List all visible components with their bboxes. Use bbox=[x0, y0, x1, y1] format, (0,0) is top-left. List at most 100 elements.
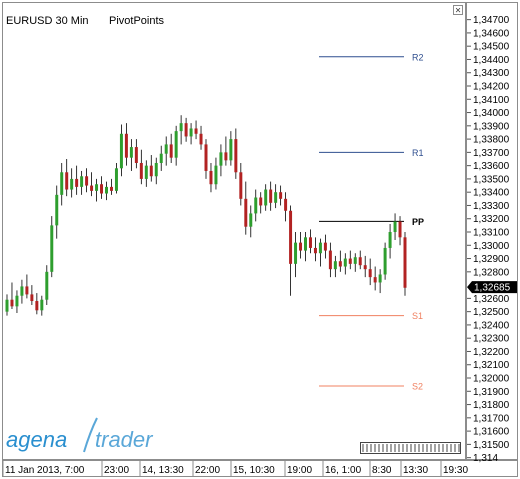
candle bbox=[109, 178, 113, 195]
price-tick-label: 1,33600 bbox=[473, 161, 510, 172]
candle-body bbox=[219, 152, 223, 166]
price-tick-label: 1,32000 bbox=[473, 374, 510, 385]
candle bbox=[304, 232, 307, 262]
candle-body bbox=[199, 133, 203, 145]
candle bbox=[85, 168, 89, 193]
candle-body bbox=[154, 162, 158, 177]
price-tick-label: 1,31800 bbox=[473, 400, 510, 411]
candle bbox=[338, 250, 342, 272]
candle bbox=[25, 274, 29, 299]
candle-body bbox=[10, 299, 14, 307]
candle bbox=[30, 285, 34, 306]
candle-body bbox=[209, 170, 213, 185]
candle bbox=[254, 189, 258, 222]
candle-body bbox=[159, 153, 163, 163]
candle-body bbox=[343, 258, 347, 267]
candle bbox=[393, 213, 397, 240]
candle bbox=[55, 185, 59, 239]
candle-body bbox=[80, 176, 84, 187]
candle bbox=[259, 192, 263, 214]
candle bbox=[65, 159, 69, 197]
candle bbox=[144, 160, 148, 187]
price-tick-label: 1,32900 bbox=[473, 254, 510, 265]
price-axis-frame[interactable] bbox=[466, 2, 518, 460]
candle-body bbox=[189, 128, 193, 137]
candle bbox=[398, 216, 402, 246]
candle-body bbox=[378, 274, 382, 283]
logo-text-trader: trader bbox=[95, 427, 154, 452]
candle bbox=[169, 133, 173, 163]
price-tick-label: 1,33800 bbox=[473, 135, 510, 146]
candle bbox=[219, 144, 223, 177]
candle bbox=[299, 232, 303, 259]
candle-body bbox=[318, 242, 322, 254]
candle-body bbox=[124, 133, 128, 158]
candle bbox=[239, 162, 243, 206]
price-tick-label: 1,32200 bbox=[473, 347, 510, 358]
candle-body bbox=[289, 210, 293, 264]
candlestick-series bbox=[5, 115, 407, 316]
candle bbox=[95, 178, 99, 202]
price-tick-label: 1,33100 bbox=[473, 228, 510, 239]
candle bbox=[244, 181, 248, 235]
price-tick-label: 1,32500 bbox=[473, 307, 510, 318]
price-tick-label: 1,33400 bbox=[473, 188, 510, 199]
candle-body bbox=[323, 242, 327, 251]
candle-body bbox=[333, 261, 337, 270]
candle bbox=[229, 131, 233, 166]
candle bbox=[269, 181, 273, 211]
candle bbox=[279, 185, 283, 206]
price-tick-label: 1,34200 bbox=[473, 82, 510, 93]
candle bbox=[124, 123, 128, 166]
price-tick-label: 1,34500 bbox=[473, 42, 510, 53]
candle bbox=[388, 224, 392, 259]
candle bbox=[20, 279, 24, 304]
time-tick-label: 11 Jan 2013, 7:00 bbox=[5, 465, 85, 476]
candle bbox=[100, 176, 104, 199]
candle bbox=[308, 229, 312, 254]
plot-area-frame bbox=[2, 2, 466, 460]
price-tick-label: 1,33200 bbox=[473, 214, 510, 225]
candle-body bbox=[75, 178, 79, 187]
candle-body bbox=[254, 197, 258, 214]
candle-body bbox=[100, 184, 104, 194]
candle-body bbox=[50, 225, 54, 272]
candle bbox=[358, 250, 362, 270]
candle-body bbox=[90, 185, 94, 191]
candle-body bbox=[55, 194, 59, 226]
candle-body bbox=[304, 237, 307, 251]
time-tick-label: 8:30 bbox=[372, 465, 392, 476]
candle-body bbox=[244, 198, 248, 227]
pivot-label-r2: R2 bbox=[412, 52, 424, 62]
candle-body bbox=[234, 139, 238, 173]
candle-body bbox=[279, 192, 283, 199]
candle bbox=[383, 242, 387, 280]
candle bbox=[174, 125, 178, 166]
candle bbox=[119, 124, 123, 177]
candle-body bbox=[259, 197, 263, 206]
candle bbox=[50, 216, 54, 278]
candle-body bbox=[169, 144, 173, 158]
candle bbox=[214, 157, 218, 190]
candle-body bbox=[70, 178, 74, 190]
price-tick-label: 1,32800 bbox=[473, 267, 510, 278]
candle-body bbox=[164, 144, 168, 154]
candle-body bbox=[294, 242, 298, 264]
price-tick-label: 1,32100 bbox=[473, 360, 510, 371]
candle bbox=[10, 282, 14, 309]
close-button[interactable]: × bbox=[453, 5, 463, 17]
candle bbox=[159, 145, 163, 171]
candle-body bbox=[45, 271, 49, 300]
price-tick-label: 1,31600 bbox=[473, 427, 510, 438]
pivot-label-pp: PP bbox=[412, 217, 424, 227]
candle bbox=[378, 269, 382, 294]
time-tick-label: 22:00 bbox=[195, 465, 220, 476]
pivot-label-s1: S1 bbox=[412, 311, 423, 321]
candle bbox=[353, 253, 357, 272]
candle bbox=[134, 139, 138, 169]
candle-body bbox=[308, 237, 312, 248]
candle-body bbox=[264, 189, 268, 206]
candle-body bbox=[353, 257, 357, 264]
chart-scroll-indicator[interactable] bbox=[360, 442, 461, 454]
